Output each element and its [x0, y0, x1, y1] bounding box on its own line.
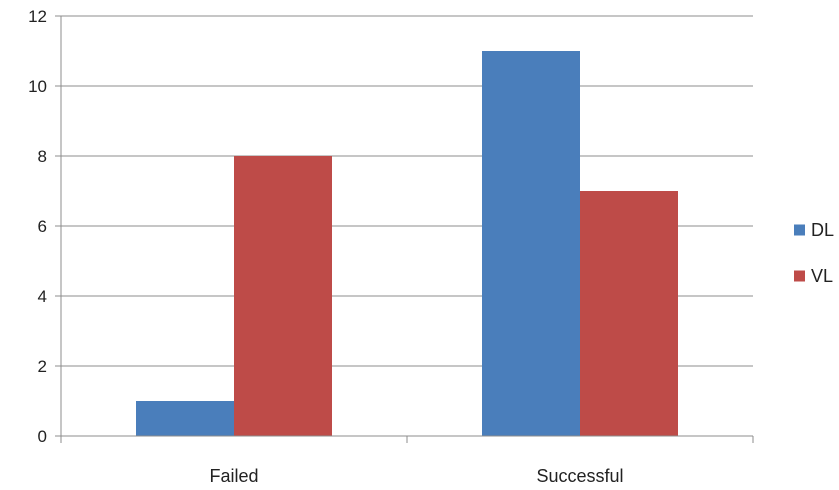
- y-tick-label: 12: [28, 7, 47, 26]
- category-label: Successful: [536, 466, 623, 486]
- legend-label-vl: VL: [811, 266, 833, 286]
- legend-swatch-dl: [794, 224, 805, 236]
- y-tick-labels: 0 2 4 6 8 10 12: [28, 7, 47, 446]
- bar-dl-successful: [482, 51, 580, 436]
- axes: [55, 15, 754, 443]
- bar-vl-failed: [234, 156, 332, 436]
- y-tick-label: 6: [38, 217, 47, 236]
- legend: DL VL: [794, 220, 834, 286]
- y-tick-label: 2: [38, 357, 47, 376]
- y-tick-label: 0: [38, 427, 47, 446]
- y-tick-label: 4: [38, 287, 47, 306]
- category-label: Failed: [209, 466, 258, 486]
- y-tick-label: 10: [28, 77, 47, 96]
- legend-swatch-vl: [794, 270, 805, 282]
- legend-label-dl: DL: [811, 220, 834, 240]
- category-labels: Failed Successful: [209, 466, 623, 486]
- bars: [136, 51, 678, 436]
- y-tick-label: 8: [38, 147, 47, 166]
- bar-dl-failed: [136, 401, 234, 436]
- bar-vl-successful: [580, 191, 678, 436]
